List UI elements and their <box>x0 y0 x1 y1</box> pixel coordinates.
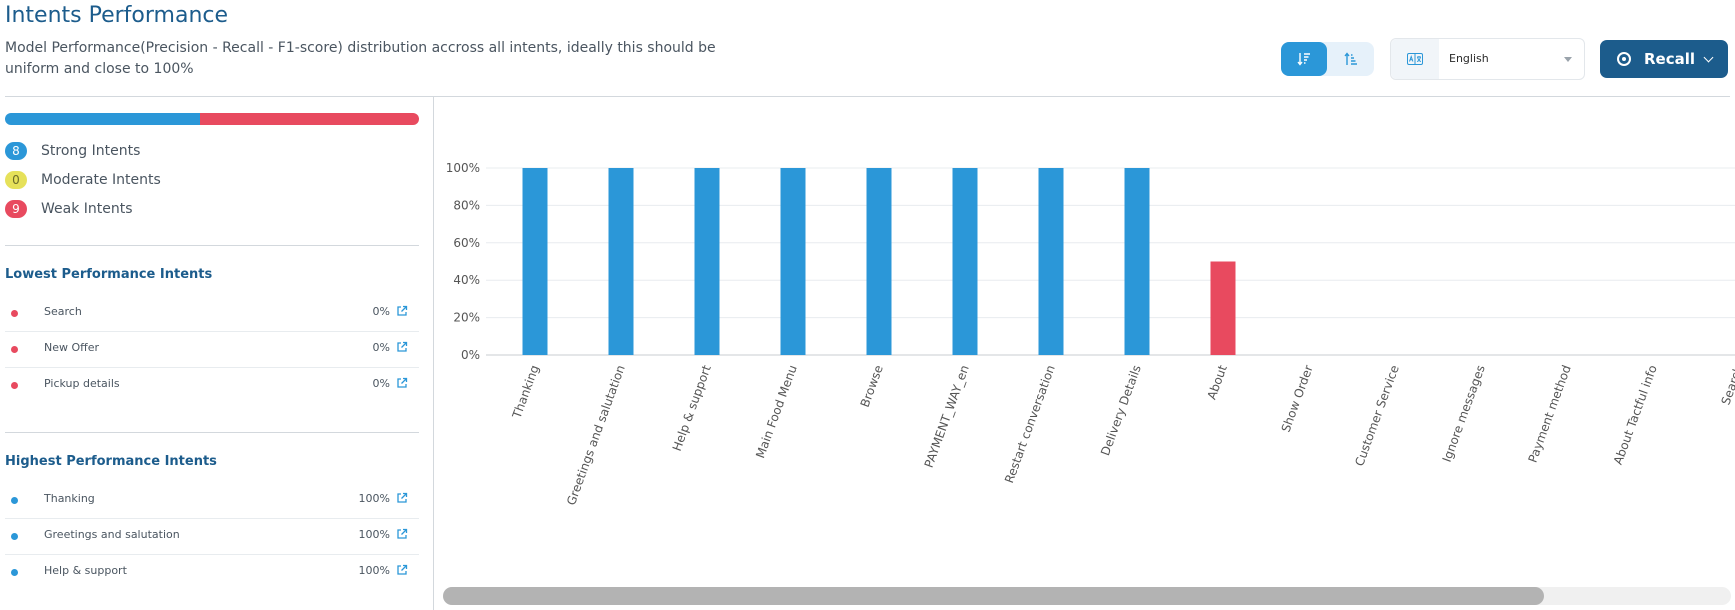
sort-descending-button[interactable] <box>1281 42 1327 76</box>
strong-intents-segment <box>5 113 200 125</box>
intent-name: New Offer <box>44 341 100 354</box>
legend-moderate: 0 Moderate Intents <box>5 170 161 190</box>
x-tick-label: Help & support <box>670 363 714 453</box>
strong-count-badge: 8 <box>5 142 27 160</box>
intent-distribution-bar <box>5 113 419 125</box>
weak-dot <box>11 382 18 389</box>
highest-section-title: Highest Performance Intents <box>5 454 217 469</box>
y-tick-label: 20% <box>453 311 480 325</box>
intent-name: Greetings and salutation <box>44 528 180 541</box>
page-description: Model Performance(Precision - Recall - F… <box>5 40 716 77</box>
x-tick-label: Ignore messages <box>1440 363 1488 464</box>
strong-dot <box>11 497 18 504</box>
y-tick-label: 60% <box>453 236 480 250</box>
intent-score: 0% <box>372 377 390 390</box>
bar-greetings-and-salutation[interactable] <box>608 168 634 355</box>
bar-delivery-details[interactable] <box>1124 168 1150 355</box>
external-link-icon[interactable] <box>396 564 408 576</box>
bar-help-support[interactable] <box>694 168 720 355</box>
x-tick-label: Payment method <box>1526 363 1574 464</box>
translate-icon <box>1391 39 1439 79</box>
legend-strong: 8 Strong Intents <box>5 141 140 161</box>
language-selected-value: English <box>1449 52 1489 65</box>
header-divider <box>5 96 1730 97</box>
weak-dot <box>11 310 18 317</box>
highest-intent-row: Thanking 100% <box>5 482 419 519</box>
external-link-icon[interactable] <box>396 377 408 389</box>
panel-divider <box>433 97 434 610</box>
moderate-count-badge: 0 <box>5 171 27 189</box>
weak-count-badge: 9 <box>5 200 27 218</box>
external-link-icon[interactable] <box>396 492 408 504</box>
y-tick-label: 80% <box>453 198 480 212</box>
external-link-icon[interactable] <box>396 341 408 353</box>
intent-name: Search <box>44 305 82 318</box>
weak-label: Weak Intents <box>41 201 133 217</box>
x-tick-label: Greetings and salutation <box>564 363 628 507</box>
metric-select-button[interactable]: Recall <box>1600 40 1728 78</box>
sort-ascending-button[interactable] <box>1328 42 1374 76</box>
weak-dot <box>11 346 18 353</box>
y-tick-label: 100% <box>446 161 480 175</box>
x-tick-label: Customer Service <box>1352 363 1402 468</box>
bar-about[interactable] <box>1210 261 1236 356</box>
x-tick-label: Browse <box>858 363 886 409</box>
x-tick-label: Main Food Menu <box>753 363 800 460</box>
intent-score: 100% <box>358 492 390 505</box>
x-tick-label: Show Order <box>1279 363 1316 434</box>
intent-name: Pickup details <box>44 377 120 390</box>
chevron-down-icon <box>1703 52 1714 63</box>
bar-payment-way-en[interactable] <box>952 168 978 355</box>
section-divider <box>5 245 419 246</box>
intent-performance-chart: 0% 20% 40% 60% 80% 100% Thanking Greetings and … <box>446 161 1735 507</box>
lowest-section-title: Lowest Performance Intents <box>5 267 213 282</box>
page-title: Intents Performance <box>5 3 229 28</box>
lowest-intent-row: Pickup details 0% <box>5 367 419 403</box>
sort-ascending-icon <box>1344 52 1357 65</box>
sort-descending-icon <box>1297 53 1310 66</box>
moderate-label: Moderate Intents <box>41 172 161 188</box>
x-tick-label: Restart conversation <box>1002 363 1058 485</box>
bar-thanking[interactable] <box>522 168 548 355</box>
intent-name: Thanking <box>44 492 95 505</box>
y-tick-label: 0% <box>461 348 480 362</box>
intent-name: Help & support <box>44 564 127 577</box>
external-link-icon[interactable] <box>396 528 408 540</box>
external-link-icon[interactable] <box>396 305 408 317</box>
weak-intents-segment <box>199 113 419 125</box>
intent-score: 0% <box>372 305 390 318</box>
target-icon <box>1617 52 1631 66</box>
chart-scrollbar-thumb[interactable] <box>443 587 1545 605</box>
x-tick-label: Delivery Details <box>1098 363 1144 457</box>
strong-label: Strong Intents <box>41 143 141 159</box>
lowest-intent-row: New Offer 0% <box>5 331 419 368</box>
intent-score: 100% <box>358 564 390 577</box>
lowest-intent-row: Search 0% <box>5 295 419 332</box>
x-tick-label: Thanking <box>509 363 541 421</box>
x-tick-label: PAYMENT_WAY_en <box>922 363 972 469</box>
sort-toggle-group <box>1281 42 1374 76</box>
bar-browse[interactable] <box>866 168 892 355</box>
strong-dot <box>11 569 18 576</box>
language-select[interactable]: English <box>1390 38 1585 80</box>
x-tick-label: About Tactful info <box>1611 363 1660 466</box>
section-divider <box>5 432 419 433</box>
bar-restart-conversation[interactable] <box>1038 168 1064 355</box>
highest-intent-row: Help & support 100% <box>5 554 419 590</box>
intent-score: 0% <box>372 341 390 354</box>
highest-intent-row: Greetings and salutation 100% <box>5 518 419 555</box>
chevron-down-icon <box>1564 57 1572 62</box>
bar-main-food-menu[interactable] <box>780 168 806 355</box>
metric-button-label: Recall <box>1644 50 1696 68</box>
x-tick-label: Search <box>1719 363 1735 407</box>
legend-weak: 9 Weak Intents <box>5 199 133 219</box>
x-tick-label: About <box>1205 363 1230 401</box>
y-tick-label: 40% <box>453 273 480 287</box>
strong-dot <box>11 533 18 540</box>
intent-score: 100% <box>358 528 390 541</box>
